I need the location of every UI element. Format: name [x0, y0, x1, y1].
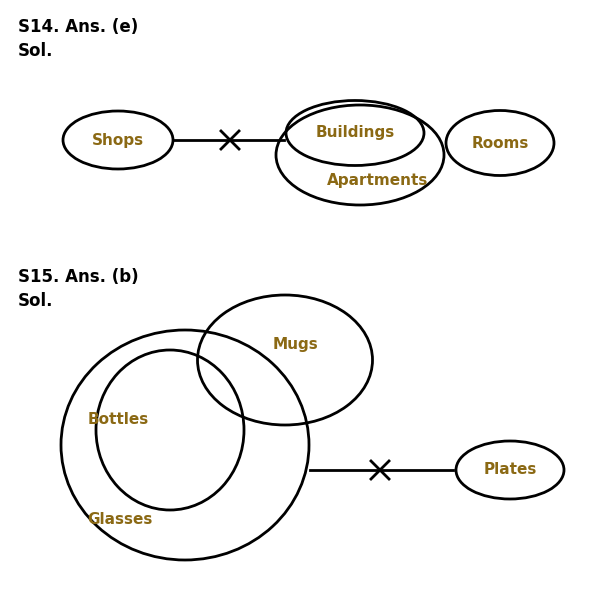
Text: S15. Ans. (b): S15. Ans. (b) — [18, 268, 138, 286]
Text: Sol.: Sol. — [18, 42, 54, 60]
Text: Apartments: Apartments — [327, 174, 429, 189]
Text: Bottles: Bottles — [87, 413, 149, 427]
Text: Shops: Shops — [92, 132, 144, 148]
Text: Glasses: Glasses — [87, 512, 153, 528]
Text: S14. Ans. (e): S14. Ans. (e) — [18, 18, 138, 36]
Text: Mugs: Mugs — [272, 337, 318, 352]
Text: Rooms: Rooms — [471, 135, 529, 151]
Text: Plates: Plates — [483, 463, 537, 478]
Text: Sol.: Sol. — [18, 292, 54, 310]
Text: Buildings: Buildings — [315, 125, 395, 141]
